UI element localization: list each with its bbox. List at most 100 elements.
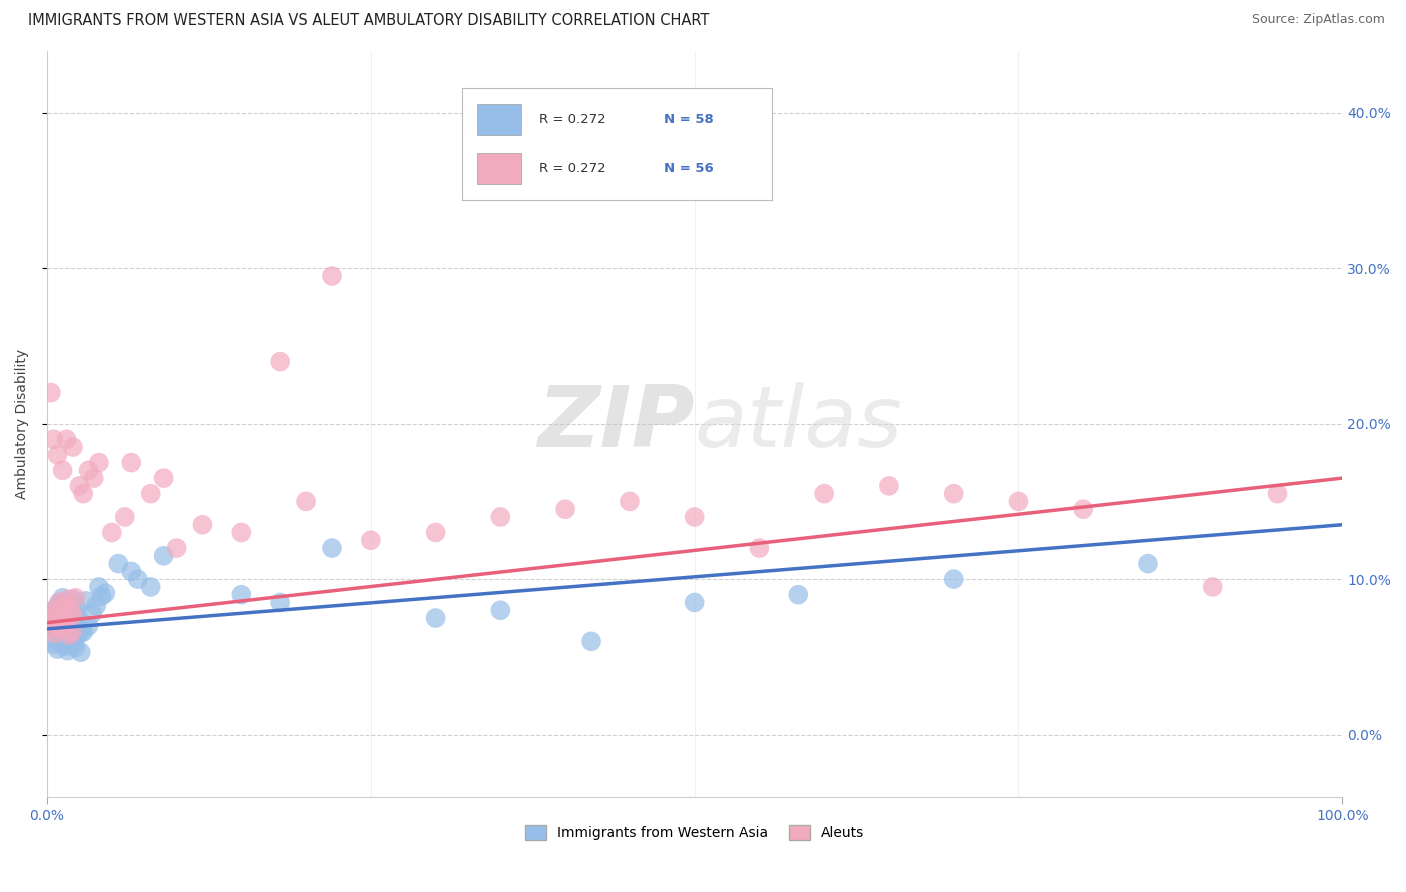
Point <box>489 510 512 524</box>
Point <box>139 580 162 594</box>
Point <box>942 486 965 500</box>
Point <box>360 533 382 548</box>
Point <box>59 605 82 619</box>
Point <box>942 572 965 586</box>
Point <box>67 613 90 627</box>
Point <box>42 432 65 446</box>
Point <box>107 557 129 571</box>
Point <box>90 589 112 603</box>
Point <box>52 630 75 644</box>
Point <box>1071 502 1094 516</box>
Point <box>52 591 75 605</box>
Point <box>94 586 117 600</box>
Point <box>82 607 104 621</box>
Point <box>67 479 90 493</box>
Point <box>425 611 447 625</box>
Point <box>45 607 67 621</box>
Point <box>39 619 62 633</box>
Point <box>55 432 77 446</box>
Point <box>58 628 80 642</box>
Point <box>489 603 512 617</box>
Point <box>295 494 318 508</box>
Text: ZIP: ZIP <box>537 382 695 466</box>
Point <box>152 471 174 485</box>
Point <box>53 609 76 624</box>
Point <box>191 517 214 532</box>
Point <box>579 634 602 648</box>
Point <box>321 268 343 283</box>
Point <box>69 645 91 659</box>
Point <box>63 628 86 642</box>
Point <box>51 626 73 640</box>
Point <box>120 456 142 470</box>
Point <box>55 599 77 613</box>
Point <box>87 580 110 594</box>
Point <box>748 541 770 555</box>
Point <box>42 603 65 617</box>
Point <box>55 620 77 634</box>
Point <box>60 625 83 640</box>
Legend: Immigrants from Western Asia, Aleuts: Immigrants from Western Asia, Aleuts <box>520 820 870 846</box>
Point <box>48 607 70 621</box>
Point <box>83 471 105 485</box>
Point <box>39 622 62 636</box>
Point <box>48 595 70 609</box>
Point <box>46 642 69 657</box>
Point <box>72 625 94 640</box>
Point <box>321 541 343 555</box>
Point <box>152 549 174 563</box>
Point <box>554 502 576 516</box>
Point <box>166 541 188 555</box>
Point <box>1202 580 1225 594</box>
Point <box>62 440 84 454</box>
Point <box>787 588 810 602</box>
Point <box>77 619 100 633</box>
Point <box>49 595 72 609</box>
Point <box>231 588 253 602</box>
Point <box>41 615 63 630</box>
Point <box>75 594 97 608</box>
Point <box>44 615 66 630</box>
Text: atlas: atlas <box>695 382 903 466</box>
Point <box>46 600 69 615</box>
Point <box>65 591 87 605</box>
Point <box>65 607 87 622</box>
Point <box>44 626 66 640</box>
Point <box>49 613 72 627</box>
Point <box>62 592 84 607</box>
Point <box>56 599 79 613</box>
Point <box>72 486 94 500</box>
Point <box>46 448 69 462</box>
Point <box>56 592 79 607</box>
Point <box>45 622 67 636</box>
Point <box>231 525 253 540</box>
Point <box>77 463 100 477</box>
Point <box>127 572 149 586</box>
Text: IMMIGRANTS FROM WESTERN ASIA VS ALEUT AMBULATORY DISABILITY CORRELATION CHART: IMMIGRANTS FROM WESTERN ASIA VS ALEUT AM… <box>28 13 710 29</box>
Point <box>1267 486 1289 500</box>
Point <box>49 634 72 648</box>
Point <box>101 525 124 540</box>
Point <box>52 463 75 477</box>
Point <box>53 639 76 653</box>
Point <box>66 601 89 615</box>
Point <box>56 643 79 657</box>
Point <box>65 640 87 655</box>
Point <box>269 595 291 609</box>
Point <box>39 385 62 400</box>
Point <box>60 605 83 619</box>
Point <box>52 617 75 632</box>
Point <box>619 494 641 508</box>
Point <box>1136 557 1159 571</box>
Point <box>38 611 60 625</box>
Point <box>44 637 66 651</box>
Point <box>84 599 107 613</box>
Y-axis label: Ambulatory Disability: Ambulatory Disability <box>15 349 30 499</box>
Point <box>59 632 82 647</box>
Point <box>52 600 75 615</box>
Point <box>62 607 84 622</box>
Point <box>139 486 162 500</box>
Point <box>114 510 136 524</box>
Point <box>41 611 63 625</box>
Point <box>683 595 706 609</box>
